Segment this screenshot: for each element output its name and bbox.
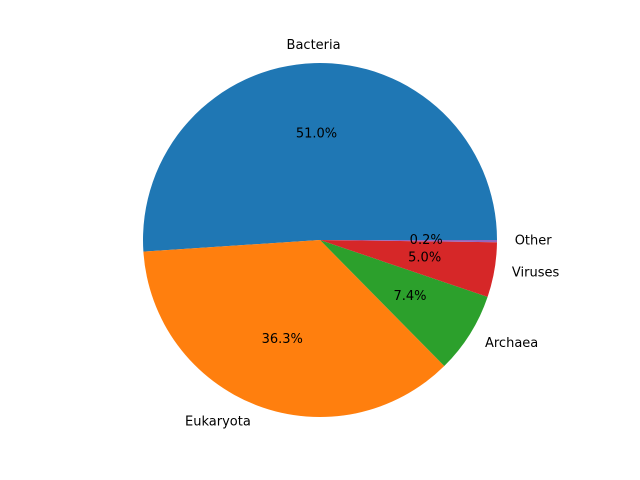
- slice-label-eukaryota: Eukaryota: [185, 414, 251, 429]
- pct-label-bacteria: 51.0%: [296, 126, 337, 141]
- pie-slice-archaea: [320, 240, 488, 367]
- pie-slice-other: [320, 240, 497, 243]
- pct-label-eukaryota: 36.3%: [262, 332, 303, 347]
- pie-slice-viruses: [320, 240, 497, 297]
- slice-label-archaea: Archaea: [485, 336, 538, 351]
- pct-label-other: 0.2%: [410, 233, 443, 248]
- pct-label-viruses: 5.0%: [408, 250, 441, 265]
- slice-label-viruses: Viruses: [512, 265, 560, 280]
- pie-slice-eukaryota: [143, 240, 445, 417]
- pct-label-archaea: 7.4%: [393, 289, 426, 304]
- slice-label-bacteria: Bacteria: [287, 38, 341, 53]
- pie-labels: Bacteria 51.0% Eukaryota 36.3% Archaea 7.4% Vi…: [185, 38, 559, 430]
- slice-label-other: Other: [515, 234, 553, 249]
- pie-slices: [143, 63, 497, 417]
- pie-slice-bacteria: [143, 63, 497, 252]
